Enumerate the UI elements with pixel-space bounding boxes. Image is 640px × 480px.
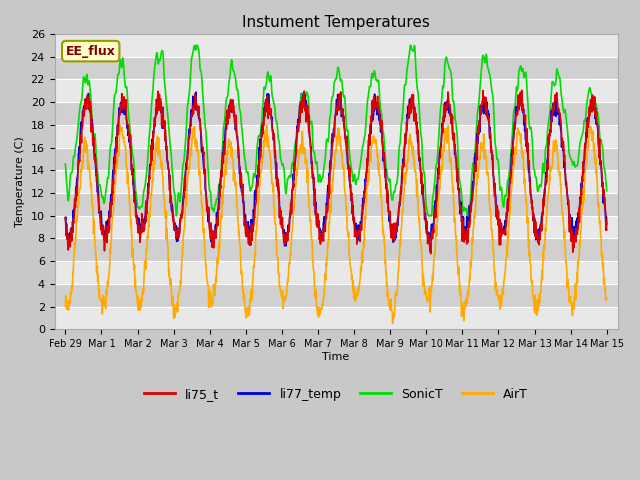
AirT (169, 293, 177, 299)
Bar (54, 284, 618, 307)
Bar (54, 125, 618, 147)
SonicT (540, 160, 547, 166)
Bar (54, 57, 618, 79)
Bar (54, 261, 618, 284)
SonicT (420, 173, 428, 179)
AirT (540, 249, 547, 254)
AirT (389, 321, 397, 326)
li75_t (420, 201, 428, 206)
li75_t (427, 251, 435, 257)
AirT (182, 191, 190, 196)
li77_temp (420, 216, 428, 222)
SonicT (492, 142, 499, 148)
AirT (420, 291, 428, 297)
SonicT (169, 171, 177, 177)
Legend: li75_t, li77_temp, SonicT, AirT: li75_t, li77_temp, SonicT, AirT (139, 383, 533, 406)
Title: Instument Temperatures: Instument Temperatures (242, 15, 430, 30)
li75_t (243, 234, 250, 240)
li75_t (169, 214, 177, 220)
AirT (243, 311, 250, 317)
li75_t (61, 215, 69, 220)
Line: li77_temp: li77_temp (65, 92, 607, 246)
li75_t (518, 87, 525, 93)
SonicT (243, 170, 251, 176)
li77_temp (243, 220, 250, 226)
SonicT (603, 188, 611, 194)
Bar (54, 170, 618, 193)
Bar (54, 79, 618, 102)
Text: EE_flux: EE_flux (66, 45, 116, 58)
li77_temp (182, 167, 189, 172)
Bar (54, 34, 618, 57)
Bar (54, 102, 618, 125)
Y-axis label: Temperature (C): Temperature (C) (15, 136, 25, 227)
li77_temp (192, 89, 200, 95)
Bar (54, 147, 618, 170)
AirT (603, 295, 611, 301)
li75_t (491, 180, 499, 186)
X-axis label: Time: Time (323, 352, 349, 362)
Line: li75_t: li75_t (65, 90, 607, 254)
SonicT (61, 161, 69, 167)
li75_t (603, 227, 611, 233)
SonicT (182, 130, 190, 135)
AirT (61, 304, 69, 310)
li77_temp (61, 216, 69, 222)
li75_t (182, 167, 189, 172)
Bar (54, 216, 618, 239)
li75_t (540, 196, 547, 202)
Bar (54, 239, 618, 261)
Line: SonicT: SonicT (65, 45, 607, 216)
Bar (54, 307, 618, 329)
AirT (492, 287, 499, 292)
SonicT (193, 42, 200, 48)
Bar (54, 193, 618, 216)
Line: AirT: AirT (65, 125, 607, 324)
AirT (116, 122, 124, 128)
li77_temp (603, 221, 611, 227)
li77_temp (169, 205, 177, 211)
li77_temp (540, 197, 547, 203)
li77_temp (492, 192, 499, 198)
li77_temp (281, 243, 289, 249)
SonicT (173, 213, 180, 218)
